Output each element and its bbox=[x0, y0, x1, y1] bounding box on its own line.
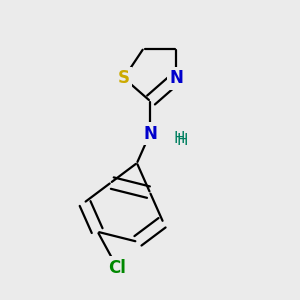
Text: H: H bbox=[177, 133, 188, 148]
Text: N: N bbox=[143, 124, 157, 142]
Text: H: H bbox=[174, 131, 185, 146]
Text: Cl: Cl bbox=[108, 259, 126, 277]
Text: S: S bbox=[118, 69, 130, 87]
Text: N: N bbox=[169, 69, 183, 87]
